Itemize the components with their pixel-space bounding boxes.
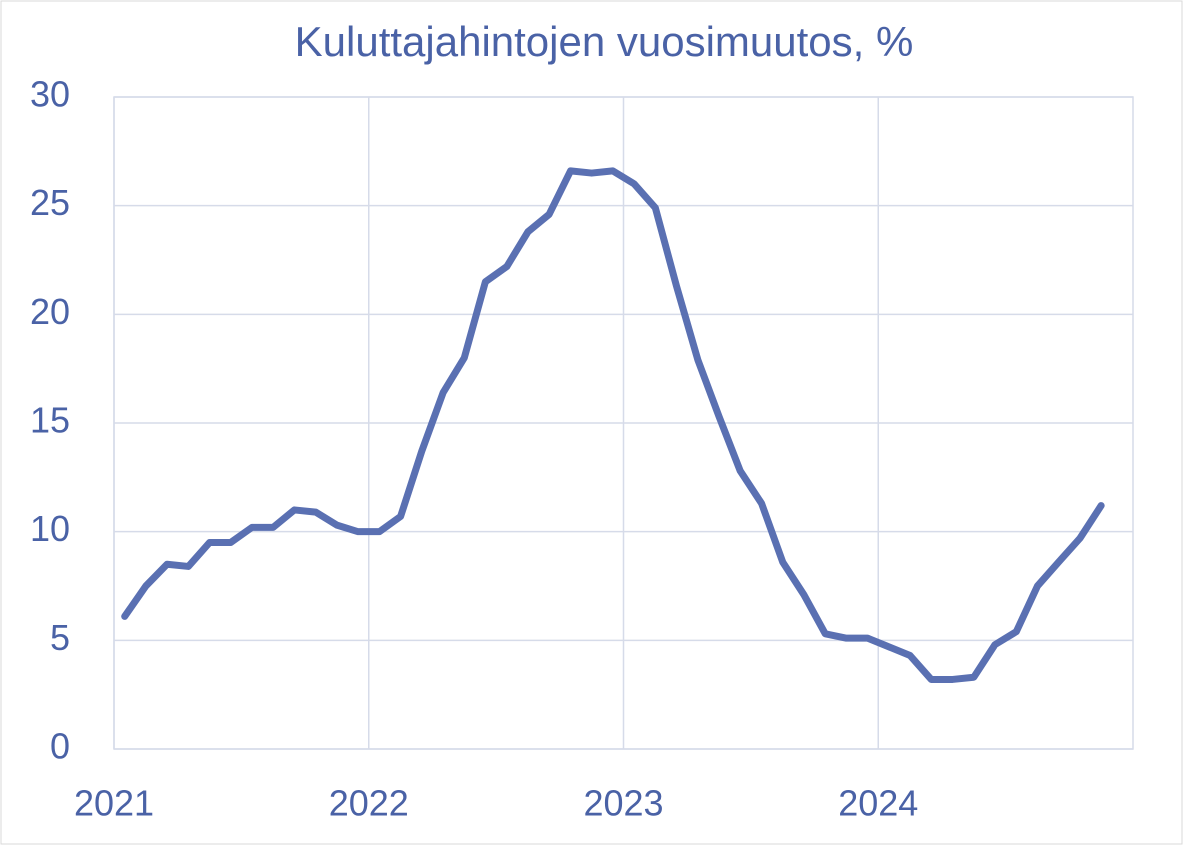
y-tick-label: 5 (50, 617, 70, 658)
y-tick-label: 15 (30, 400, 70, 441)
plot-border (113, 96, 1134, 750)
y-tick-label: 10 (30, 508, 70, 549)
y-tick-label: 25 (30, 182, 70, 223)
x-tick-label: 2022 (329, 783, 409, 824)
x-tick-label: 2023 (583, 783, 663, 824)
y-tick-label: 0 (50, 726, 70, 767)
y-tick-label: 20 (30, 291, 70, 332)
x-tick-label: 2021 (74, 783, 154, 824)
y-tick-label: 30 (30, 74, 70, 115)
data-line (121, 167, 1105, 683)
x-tick-label: 2024 (838, 783, 918, 824)
chart-title: Kuluttajahintojen vuosimuutos, % (295, 18, 914, 65)
